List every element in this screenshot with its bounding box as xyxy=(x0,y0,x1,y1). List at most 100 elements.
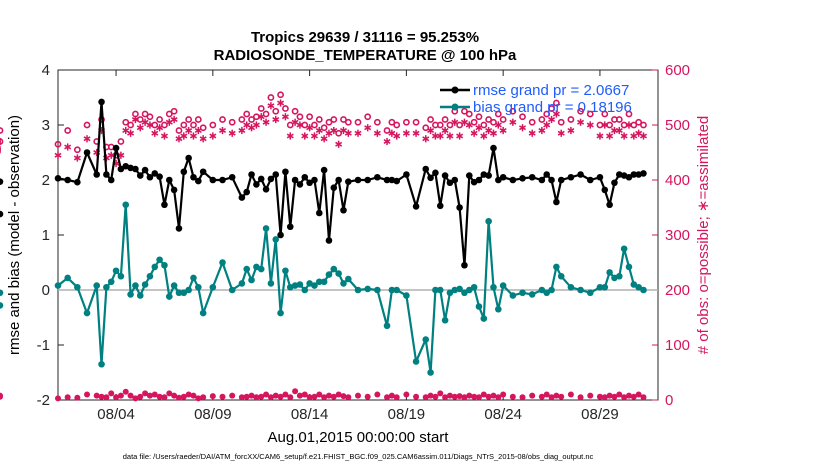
bias-point xyxy=(586,289,594,297)
y2-tick-label: 0 xyxy=(665,392,673,409)
obs-assimilated-point xyxy=(422,135,430,143)
obs-low-point xyxy=(127,392,134,399)
rmse-point xyxy=(374,173,381,181)
obs-low-point xyxy=(132,395,139,402)
obs-low-point xyxy=(238,394,245,401)
y2-tick-label: 600 xyxy=(665,62,690,79)
obs-low-point xyxy=(446,392,453,399)
obs-low-point xyxy=(529,392,536,399)
bias-point xyxy=(596,283,604,291)
obs-low-point xyxy=(190,392,197,399)
obs-low-point xyxy=(321,394,328,401)
bias-point xyxy=(262,225,270,232)
obs-assimilated-point xyxy=(107,151,115,159)
legend-rmse-label: rmse grand pr = 2.0667 xyxy=(473,82,629,99)
obs-assimilated-point xyxy=(451,118,459,126)
obs-low-point xyxy=(156,393,163,400)
obs-low-point xyxy=(142,390,149,397)
obs-low-point xyxy=(166,390,173,397)
rmse-point xyxy=(248,171,255,178)
obs-low-point xyxy=(287,394,294,401)
obs-assimilated-point xyxy=(170,115,178,124)
bias-point xyxy=(127,291,134,298)
bias-point xyxy=(567,283,575,291)
rmse-point xyxy=(630,171,638,178)
obs-low-point xyxy=(519,394,526,401)
rmse-point xyxy=(606,201,613,209)
obs-possible-point xyxy=(257,105,265,112)
bias-point xyxy=(156,256,163,264)
obs-assimilated-point xyxy=(538,126,546,135)
obs-possible-point xyxy=(577,107,584,115)
rmse-point xyxy=(253,181,260,188)
bias-point xyxy=(441,316,449,324)
obs-assimilated-point xyxy=(364,124,372,132)
obs-low-point xyxy=(185,391,192,398)
bias-point xyxy=(161,261,168,269)
obs-low-point xyxy=(427,392,434,399)
obs-possible-point xyxy=(528,118,536,126)
obs-low-point xyxy=(345,394,352,401)
obs-assimilated-point xyxy=(335,140,343,148)
obs-assimilated-point xyxy=(436,132,444,140)
obs-possible-point xyxy=(494,110,502,118)
obs-low-point xyxy=(340,393,347,400)
bias-point xyxy=(625,263,633,271)
y2-tick-label: 200 xyxy=(665,282,690,299)
obs-possible-point xyxy=(485,116,493,123)
obs-low-point xyxy=(229,392,236,399)
obs-possible-point xyxy=(586,110,594,118)
rmse-point xyxy=(548,176,555,184)
obs-possible-point xyxy=(388,118,396,126)
obs-assimilated-point xyxy=(315,126,323,135)
rmse-point xyxy=(257,175,265,183)
y2-axis-label: # of obs: o=possible; ∗=assimilated xyxy=(695,116,712,355)
obs-low-point xyxy=(200,394,207,401)
rmse-point xyxy=(219,176,226,184)
bias-point xyxy=(475,303,483,310)
obs-possible-point xyxy=(596,121,604,129)
obs-low-point xyxy=(461,394,468,401)
y2-tick-label: 100 xyxy=(665,337,690,354)
bias-point xyxy=(185,286,192,294)
obs-low-point xyxy=(267,394,274,401)
bias-point xyxy=(0,302,4,309)
obs-assimilated-point xyxy=(446,132,454,140)
bias-point xyxy=(495,305,502,313)
obs-assimilated-point xyxy=(620,132,628,140)
obs-possible-point xyxy=(243,110,251,118)
obs-possible-point xyxy=(151,121,159,129)
obs-low-point xyxy=(195,395,202,402)
rmse-point xyxy=(412,203,420,210)
obs-assimilated-point xyxy=(306,124,314,132)
obs-low-point xyxy=(292,388,299,395)
obs-possible-point xyxy=(165,110,173,118)
obs-assimilated-point xyxy=(402,129,410,137)
y-tick-label: -2 xyxy=(37,392,50,409)
obs-assimilated-point xyxy=(180,132,188,140)
bias-point xyxy=(528,291,536,298)
obs-possible-point xyxy=(0,138,4,145)
obs-low-point xyxy=(485,393,492,400)
bias-point xyxy=(83,309,91,317)
obs-low-point xyxy=(74,394,81,401)
rmse-point xyxy=(315,209,323,217)
bias-point xyxy=(432,286,439,294)
obs-low-point xyxy=(388,392,395,399)
obs-possible-point xyxy=(364,113,372,121)
bias-point xyxy=(615,272,623,280)
bias-point xyxy=(74,283,81,291)
bias-point xyxy=(403,292,410,299)
legend-rmse-marker xyxy=(451,86,459,94)
obs-low-point xyxy=(548,394,555,401)
obs-assimilated-point xyxy=(238,126,246,135)
bias-point xyxy=(107,278,115,286)
obs-assimilated-point xyxy=(441,126,449,135)
bias-point xyxy=(519,289,526,297)
rmse-point xyxy=(209,176,217,184)
obs-low-point xyxy=(248,392,255,399)
bias-point xyxy=(485,217,492,225)
obs-possible-point xyxy=(122,118,130,126)
obs-low-point xyxy=(635,391,642,398)
rmse-point xyxy=(528,173,536,181)
